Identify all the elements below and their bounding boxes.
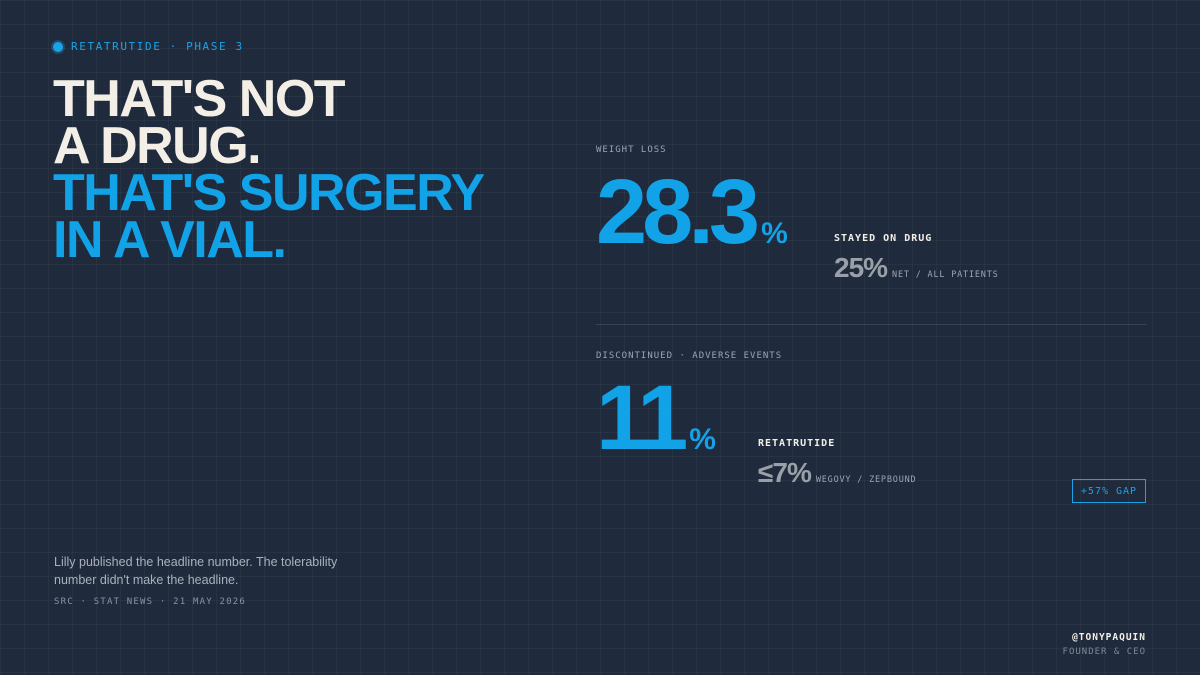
source-line: SRC · STAT NEWS · 21 MAY 2026 [54,597,246,607]
stayed-on-drug-label: STAYED ON DRUG [834,233,933,244]
discontinued-stat: 11% [596,372,716,464]
divider [596,324,1147,325]
weight-loss-unit: % [761,217,788,250]
gap-badge: +57% GAP [1072,479,1146,503]
discontinued-unit: % [689,423,716,456]
net-desc: NET / ALL PATIENTS [892,270,999,280]
headline-line-2: A DRUG. [53,117,262,175]
caption: Lilly published the headline number. The… [54,555,338,587]
headline: THAT'S NOT A DRUG. THAT'S SURGERY IN A V… [53,70,485,269]
net-value: 25% [834,252,888,283]
headline-line-1: THAT'S NOT [53,70,346,128]
weight-loss-label: WEIGHT LOSS [596,145,667,155]
wegovy-zepbound-stat: ≤7% WEGOVY / ZEPBOUND [758,457,916,489]
eyebrow: RETATRUTIDE · PHASE 3 [53,40,244,53]
weight-loss-value: 28.3 [596,161,760,263]
net-all-patients-stat: 25% NET / ALL PATIENTS [834,252,999,284]
wegovy-desc: WEGOVY / ZEPBOUND [815,475,917,485]
headline-line-3: THAT'S SURGERY [53,164,485,222]
dot-icon [53,41,63,52]
eyebrow-text: RETATRUTIDE · PHASE 3 [71,40,244,53]
retatrutide-label: RETATRUTIDE [758,438,836,449]
wegovy-value: ≤7% [758,457,812,488]
weight-loss-stat: 28.3% [596,166,788,258]
discontinued-value: 11 [596,367,688,469]
discontinued-label: DISCONTINUED · ADVERSE EVENTS [596,351,783,361]
author-role: FOUNDER & CEO [1062,647,1146,657]
headline-line-4: IN A VIAL. [53,211,287,269]
author-handle: @TONYPAQUIN [1072,632,1146,643]
